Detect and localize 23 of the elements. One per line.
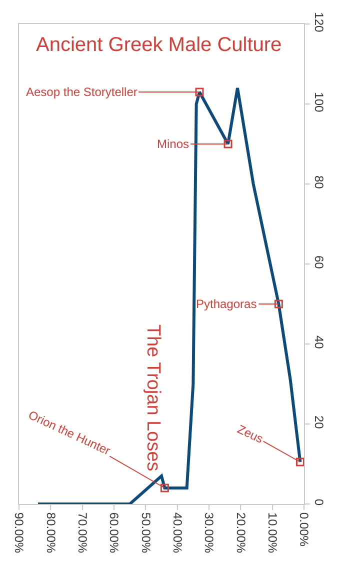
x-tick-label: 30.00%	[202, 512, 216, 554]
x-tick-label: 60.00%	[107, 512, 122, 554]
x-tick-label: 70.00%	[75, 512, 90, 554]
y-tick-label: 60	[312, 256, 326, 270]
x-tick-label: 80.00%	[44, 512, 58, 554]
x-tick-label: 20.00%	[234, 512, 248, 554]
x-tick-label: 0.00%	[297, 512, 312, 547]
x-tick-label: 10.00%	[265, 512, 280, 554]
x-tick-label: 40.00%	[170, 512, 184, 554]
x-tick-label: 50.00%	[138, 512, 153, 554]
y-tick-label: 100	[312, 92, 326, 113]
annotation: The Trojan Loses	[142, 324, 164, 472]
annotation: Minos	[157, 137, 190, 151]
annotation: Zeus	[235, 422, 266, 446]
y-tick-label: 120	[312, 12, 326, 33]
y-tick-label: 20	[312, 416, 326, 430]
y-tick-label: 40	[312, 336, 326, 350]
annotation: Aesop the Storyteller	[26, 85, 138, 99]
annotation: Pythagoras	[196, 297, 257, 311]
x-tick-label: 90.00%	[12, 512, 26, 554]
text: Ancient Greek Male Culture	[36, 34, 282, 56]
y-tick-label: 80	[312, 176, 326, 190]
y-tick-label: 0	[312, 498, 326, 506]
